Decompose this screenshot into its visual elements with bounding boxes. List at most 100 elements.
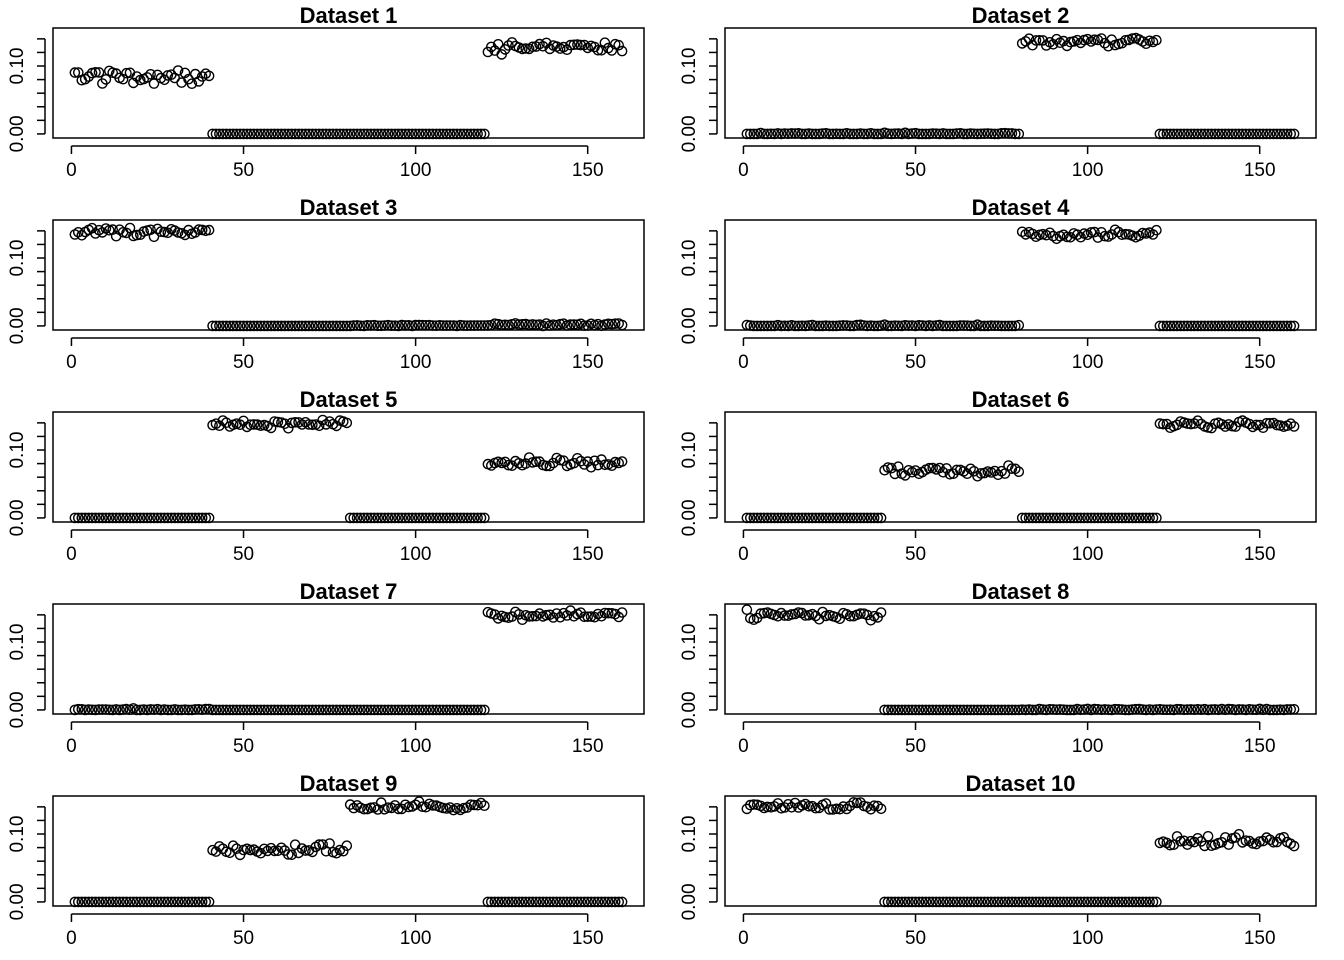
data-point — [1271, 128, 1283, 140]
data-point — [186, 512, 198, 524]
data-point — [303, 419, 315, 430]
data-point — [937, 704, 949, 716]
data-point — [924, 320, 935, 331]
data-point — [444, 704, 456, 716]
data-point — [1151, 704, 1162, 715]
data-point — [779, 320, 791, 332]
data-point — [1247, 838, 1259, 849]
data-point — [1099, 230, 1111, 242]
data-point — [1133, 512, 1145, 524]
data-point — [920, 320, 932, 332]
data-point — [989, 128, 1001, 140]
data-point — [841, 512, 853, 524]
data-point — [434, 128, 446, 140]
data-point — [131, 896, 143, 908]
x-tick-label: 100 — [1072, 928, 1104, 949]
data-point — [930, 704, 942, 716]
data-point — [76, 229, 88, 241]
data-point — [1144, 896, 1155, 908]
data-point — [786, 609, 797, 620]
data-point — [972, 896, 983, 908]
data-point — [1044, 704, 1056, 715]
data-point — [97, 512, 108, 524]
data-point — [875, 512, 887, 524]
data-point — [148, 704, 160, 716]
data-point — [465, 799, 477, 811]
data-point — [616, 456, 628, 467]
data-point — [1189, 704, 1200, 716]
data-point — [368, 128, 380, 140]
data-point — [1113, 226, 1124, 238]
data-point — [368, 319, 380, 331]
data-point — [121, 896, 132, 908]
data-point — [1257, 128, 1269, 140]
data-point — [365, 320, 377, 331]
data-point — [420, 704, 432, 716]
data-point — [927, 320, 939, 332]
data-point — [1175, 836, 1186, 847]
data-point — [972, 704, 983, 716]
data-point — [159, 512, 170, 524]
data-point — [1127, 896, 1138, 908]
data-point — [472, 704, 483, 716]
data-point — [107, 896, 118, 908]
data-point — [1010, 896, 1021, 908]
data-point — [296, 320, 308, 332]
data-point — [1206, 320, 1217, 332]
data-point — [534, 608, 545, 619]
data-point — [248, 419, 260, 430]
data-point — [1006, 896, 1018, 908]
data-point — [1281, 128, 1293, 140]
data-point — [1164, 704, 1176, 716]
data-point — [1185, 418, 1197, 430]
data-point — [1140, 704, 1152, 716]
data-point — [948, 704, 959, 716]
data-point — [1161, 320, 1173, 332]
data-point — [975, 468, 987, 479]
data-point — [779, 128, 791, 139]
data-point — [479, 800, 490, 812]
data-point — [276, 128, 287, 140]
data-point — [1113, 896, 1124, 908]
panel-title: Dataset 8 — [972, 579, 1070, 604]
data-point — [1099, 704, 1111, 715]
data-point — [351, 704, 363, 716]
data-point — [496, 896, 508, 908]
data-point — [1213, 320, 1224, 332]
data-point — [393, 512, 404, 524]
data-point — [1092, 512, 1104, 524]
data-point — [1147, 704, 1159, 716]
data-point — [1240, 128, 1252, 140]
data-point — [1220, 320, 1231, 332]
panel-title: Dataset 1 — [300, 3, 398, 28]
data-point — [97, 704, 108, 715]
data-point — [917, 128, 928, 140]
data-point — [183, 704, 194, 716]
data-point — [386, 320, 397, 332]
data-point — [789, 512, 801, 524]
data-point — [165, 896, 177, 908]
data-point — [769, 801, 780, 812]
data-point — [776, 128, 787, 140]
data-point — [93, 512, 105, 524]
data-point — [176, 896, 187, 908]
data-point — [220, 128, 232, 140]
data-point — [396, 512, 408, 524]
data-point — [862, 609, 873, 621]
data-point — [83, 896, 94, 908]
points — [741, 604, 1300, 716]
data-point — [786, 128, 797, 139]
data-point — [613, 39, 625, 51]
data-point — [110, 512, 122, 524]
data-point — [1082, 896, 1093, 908]
data-point — [1130, 896, 1142, 908]
data-point — [128, 896, 139, 908]
data-point — [1030, 35, 1042, 46]
data-point — [282, 422, 294, 434]
data-point — [992, 320, 1004, 332]
data-point — [1251, 838, 1262, 850]
data-point — [396, 319, 408, 331]
data-point — [69, 896, 81, 908]
data-point — [93, 704, 105, 715]
data-point — [903, 128, 914, 140]
